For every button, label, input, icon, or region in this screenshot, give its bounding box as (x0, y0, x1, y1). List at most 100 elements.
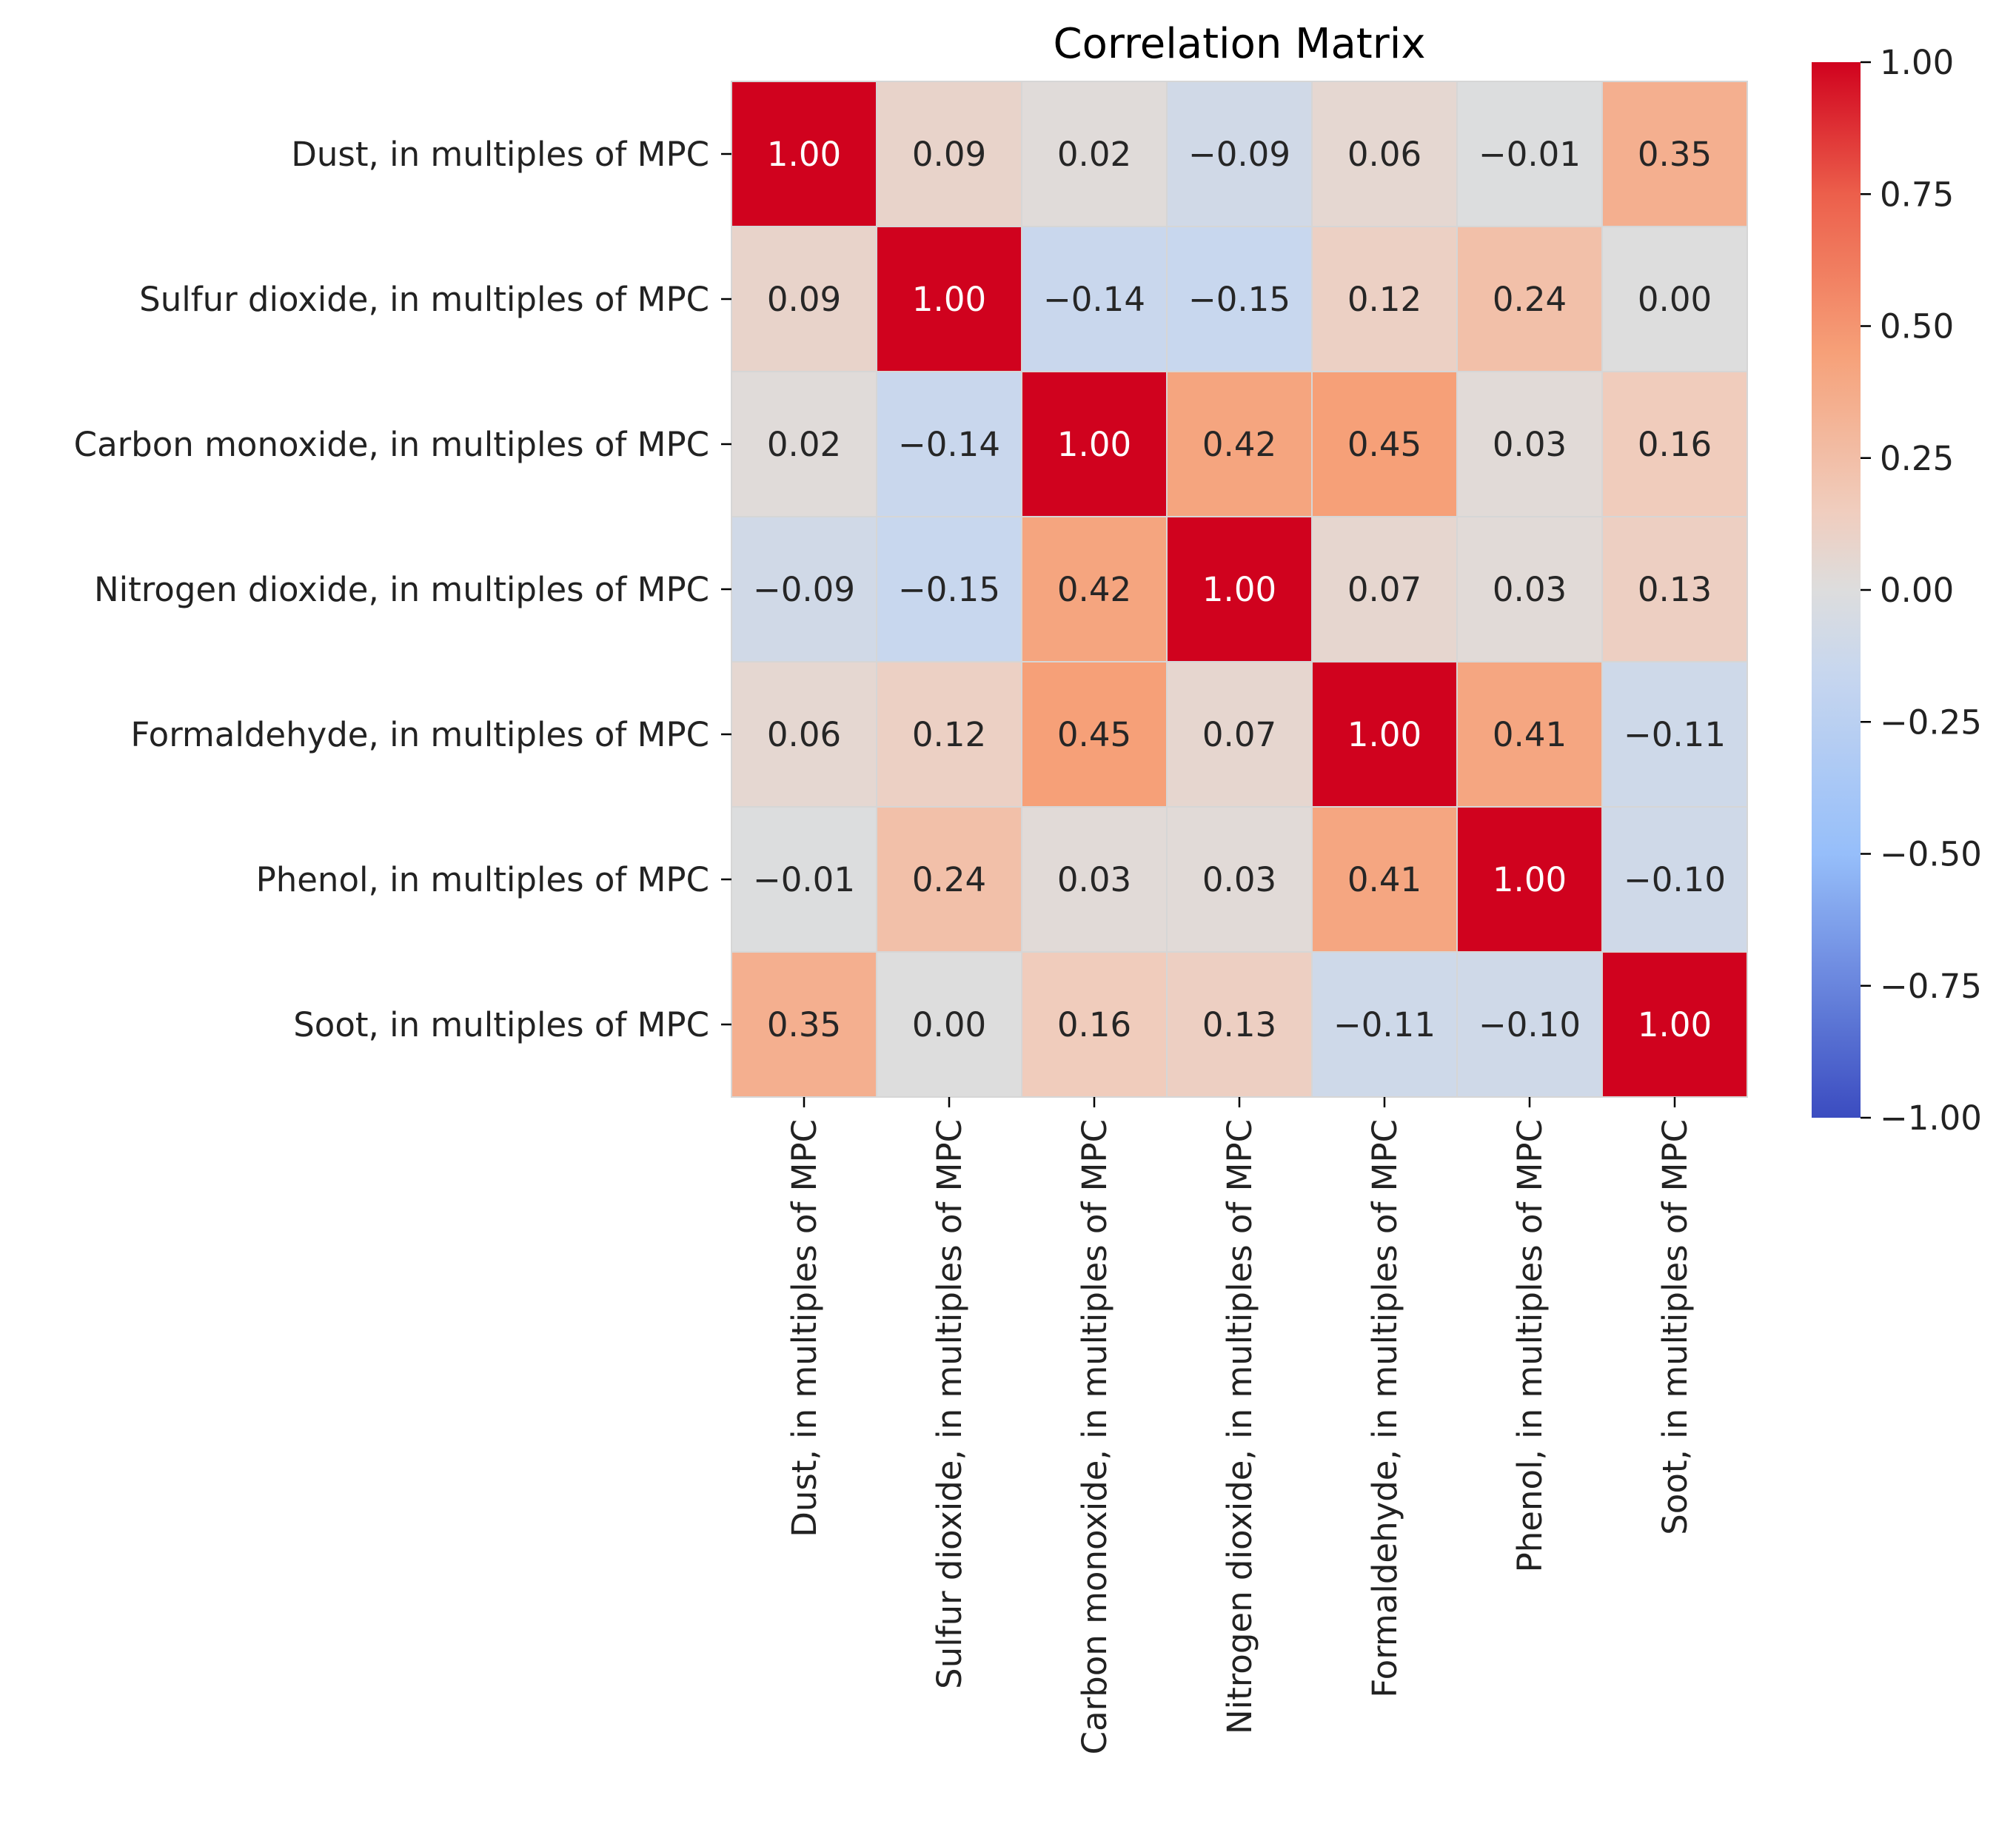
cell-value-label: 0.06 (767, 715, 841, 754)
x-tick-label: Formaldehyde, in multiples of MPC (1365, 1119, 1404, 1698)
colorbar-tick-label: 0.00 (1880, 571, 1954, 610)
heatmap-cell (1601, 516, 1748, 662)
heatmap-cell (876, 371, 1022, 517)
colorbar-fill (1812, 62, 1861, 1118)
heatmap-cell (1456, 516, 1603, 662)
colorbar: 1.00 0.75 0.50 0.25 0.00 −0.25 −0.50 −0.75 −1.00 (1812, 43, 1982, 1138)
heatmap-cell (1311, 226, 1458, 372)
cell-value-label: −0.11 (1333, 1005, 1436, 1044)
heatmap-cell (731, 81, 877, 227)
heatmap-cell (1021, 371, 1168, 517)
colorbar-tick-label: −0.50 (1880, 835, 1982, 874)
cell-value-label: 1.00 (1493, 860, 1567, 899)
cell-value-label: 0.07 (1347, 570, 1421, 609)
cell-value-label: 0.00 (1638, 280, 1712, 319)
cell-value-label: 1.00 (912, 280, 986, 319)
cell-value-label: 0.00 (912, 1005, 986, 1044)
colorbar-tick-label: 0.50 (1880, 307, 1954, 346)
y-tick-label: Phenol, in multiples of MPC (256, 860, 709, 899)
heatmap-cell (1601, 661, 1748, 808)
heatmap-cell (1311, 951, 1458, 1098)
cell-value-label: 0.03 (1493, 570, 1567, 609)
heatmap-cell (731, 516, 877, 662)
column-labels: Dust, in multiples of MPC Sulfur dioxide,… (785, 1097, 1695, 1754)
cell-value-label: 0.06 (1347, 135, 1421, 174)
heatmap-cell (1311, 371, 1458, 517)
x-tick-label: Dust, in multiples of MPC (785, 1119, 824, 1537)
cell-value-label: −0.09 (753, 570, 855, 609)
heatmap-cell (1021, 951, 1168, 1098)
heatmap-cell (1311, 81, 1458, 227)
heatmap-cell (876, 81, 1022, 227)
cell-value-label: 0.07 (1202, 715, 1276, 754)
cell-value-label: 0.16 (1638, 425, 1712, 464)
cell-value-label: 0.24 (912, 860, 986, 899)
heatmap-cell (1456, 226, 1603, 372)
cell-value-label: −0.14 (898, 425, 1000, 464)
cell-value-label: −0.01 (1478, 135, 1581, 174)
cell-value-label: 0.35 (767, 1005, 841, 1044)
heatmap-cell (731, 661, 877, 808)
cell-value-label: 1.00 (1202, 570, 1276, 609)
cell-value-label: 0.45 (1347, 425, 1421, 464)
cell-value-label: 1.00 (1638, 1005, 1712, 1044)
row-labels: Dust, in multiples of MPC Sulfur dioxide,… (74, 135, 731, 1044)
cell-value-label: −0.15 (898, 570, 1000, 609)
cell-value-label: 0.02 (1057, 135, 1131, 174)
heatmap-cell (1166, 371, 1313, 517)
cell-value-label: 1.00 (1347, 715, 1421, 754)
y-tick-label: Dust, in multiples of MPC (291, 135, 709, 174)
heatmap-cell (731, 951, 877, 1098)
cell-value-label: −0.10 (1478, 1005, 1581, 1044)
cell-value-label: 0.16 (1057, 1005, 1131, 1044)
cell-value-label: 0.12 (912, 715, 986, 754)
heatmap-cell (1021, 81, 1168, 227)
cell-value-label: 0.09 (767, 280, 841, 319)
cell-value-label: 0.42 (1057, 570, 1131, 609)
heatmap-cell (1021, 806, 1168, 953)
cell-value-label: −0.10 (1624, 860, 1726, 899)
x-tick-label: Soot, in multiples of MPC (1655, 1119, 1695, 1535)
cell-value-label: 0.09 (912, 135, 986, 174)
heatmap-cell (1601, 226, 1748, 372)
colorbar-tick-label: −1.00 (1880, 1098, 1982, 1138)
y-tick-label: Sulfur dioxide, in multiples of MPC (139, 280, 709, 319)
cell-value-label: 0.12 (1347, 280, 1421, 319)
cell-value-label: −0.01 (753, 860, 855, 899)
y-tick-label: Nitrogen dioxide, in multiples of MPC (94, 570, 709, 609)
heatmap-cell (1166, 951, 1313, 1098)
colorbar-tick-label: −0.25 (1880, 702, 1982, 742)
cell-value-label: 0.03 (1057, 860, 1131, 899)
heatmap-cell (1456, 951, 1603, 1098)
colorbar-tick-label: 0.75 (1880, 175, 1954, 214)
heatmap-cell (1601, 371, 1748, 517)
cell-value-label: 1.00 (1057, 425, 1131, 464)
heatmap-cell (1166, 516, 1313, 662)
cell-value-label: 0.03 (1493, 425, 1567, 464)
cell-value-label: 0.03 (1202, 860, 1276, 899)
heatmap-cell (1456, 371, 1603, 517)
cell-value-label: 1.00 (767, 135, 841, 174)
heatmap-cell (1456, 81, 1603, 227)
x-tick-label: Sulfur dioxide, in multiples of MPC (930, 1119, 969, 1689)
chart-title: Correlation Matrix (1054, 20, 1426, 68)
cell-value-label: 0.45 (1057, 715, 1131, 754)
x-tick-label: Phenol, in multiples of MPC (1510, 1119, 1550, 1572)
cell-value-label: 0.02 (767, 425, 841, 464)
cell-value-label: 0.13 (1202, 1005, 1276, 1044)
cell-value-label: −0.09 (1188, 135, 1290, 174)
cell-value-label: −0.11 (1624, 715, 1726, 754)
cell-value-label: −0.15 (1188, 280, 1290, 319)
colorbar-tick-label: 1.00 (1880, 43, 1954, 82)
heatmap-cell (1166, 81, 1313, 227)
heatmap-cell (1601, 806, 1748, 953)
cell-value-label: 0.42 (1202, 425, 1276, 464)
colorbar-tick-label: −0.75 (1880, 967, 1982, 1006)
heatmap-cell (1021, 661, 1168, 808)
x-tick-label: Carbon monoxide, in multiples of MPC (1075, 1119, 1114, 1754)
heatmap-cell (1601, 951, 1748, 1098)
heatmap-cell (1021, 226, 1168, 372)
heatmap-cell (731, 806, 877, 953)
heatmap-cell (731, 371, 877, 517)
